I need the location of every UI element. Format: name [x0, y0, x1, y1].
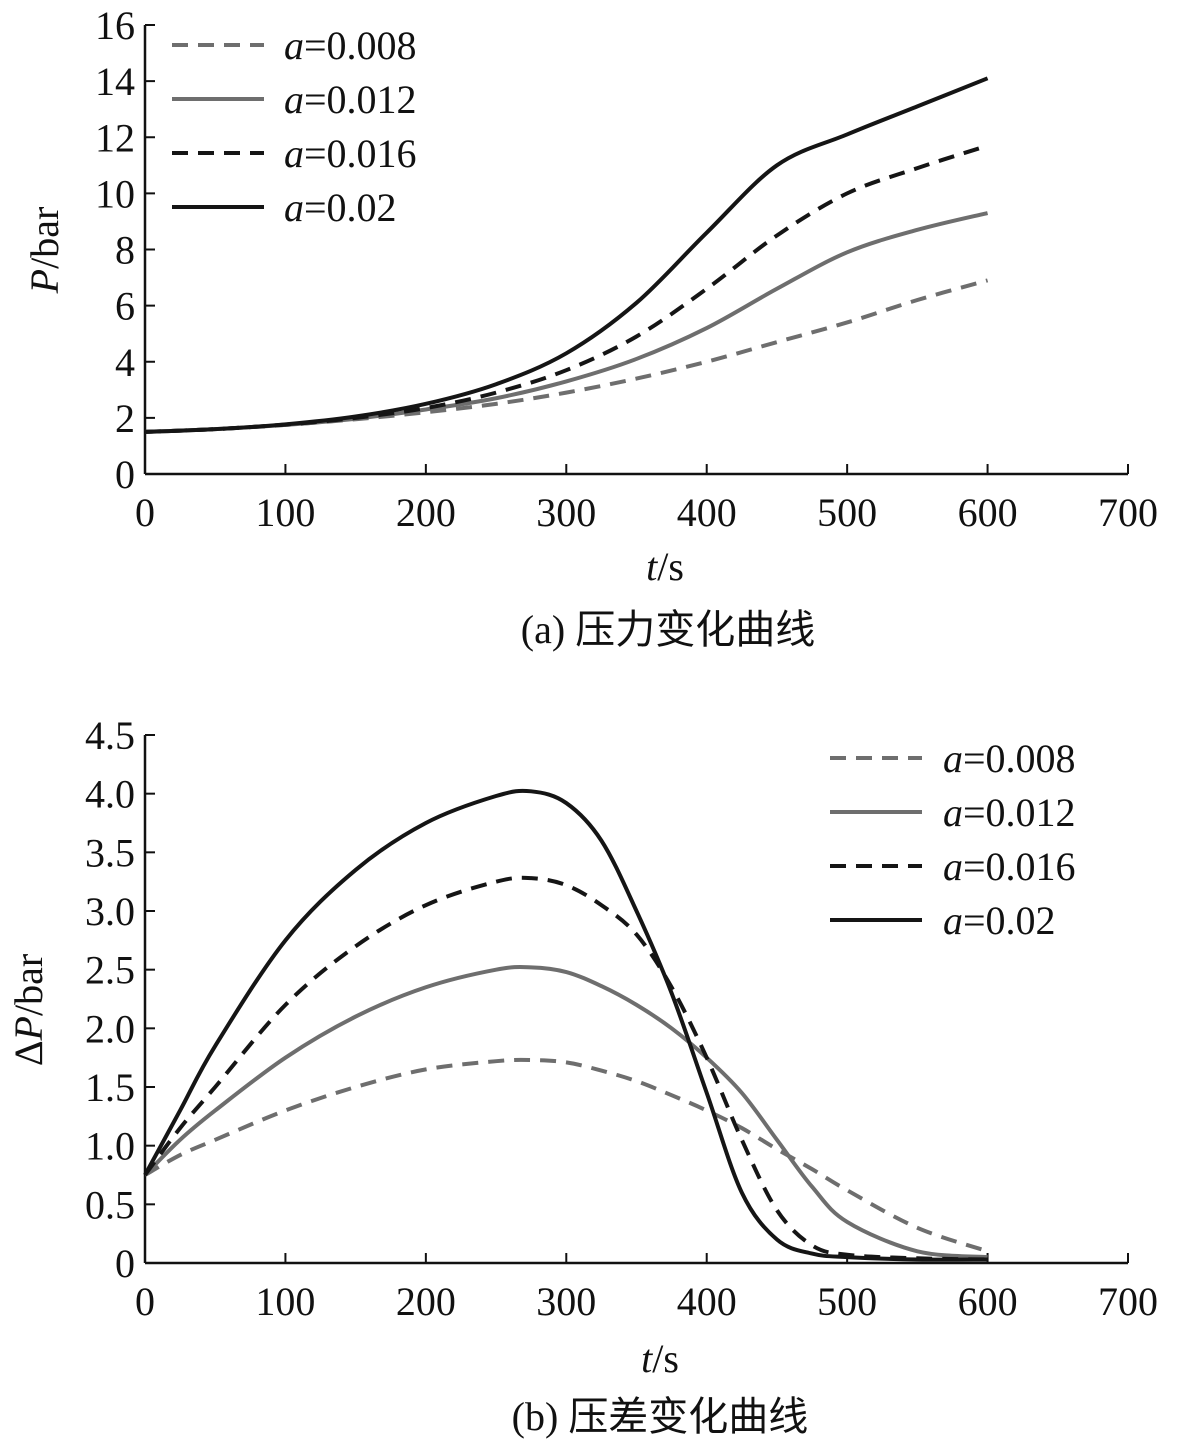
- x-tick-label: 100: [255, 1279, 315, 1324]
- y-tick-label: 6: [115, 284, 135, 329]
- y-tick-label: 8: [115, 228, 135, 273]
- y-tick-label: 0: [115, 452, 135, 497]
- x-tick-label: 300: [536, 490, 596, 535]
- legend-label: a=0.016: [284, 131, 417, 176]
- x-tick-label: 500: [817, 1279, 877, 1324]
- x-tick-label: 400: [677, 1279, 737, 1324]
- x-axis-label-a: t/s: [646, 544, 684, 589]
- series-group-a: [144, 76, 989, 434]
- y-tick-label: 16: [95, 3, 135, 48]
- legend-a: a=0.008 a=0.012 a=0.016 a=0.02: [172, 23, 417, 230]
- y-tick-label: 1.0: [85, 1124, 135, 1169]
- y-ticks-b: 0 0.5 1.0 1.5 2.0 2.5 3.0 3.5 4.0 4.5: [85, 713, 155, 1286]
- y-axis-label-b: ΔP/bar: [6, 954, 51, 1066]
- legend-label: a=0.012: [943, 790, 1076, 835]
- legend-label: a=0.012: [284, 77, 417, 122]
- series-line-a-0.02: [143, 788, 988, 1262]
- legend-label: a=0.008: [284, 23, 417, 68]
- legend-b: a=0.008 a=0.012 a=0.016 a=0.02: [830, 736, 1076, 943]
- series-line-a-0.012: [144, 211, 989, 434]
- y-tick-label: 0.5: [85, 1182, 135, 1227]
- y-tick-label: 1.5: [85, 1065, 135, 1110]
- x-tick-label: 200: [396, 1279, 456, 1324]
- x-tick-label: 0: [135, 1279, 155, 1324]
- y-ticks-a: 0 2 4 6 8 10 12 14 16: [95, 3, 155, 497]
- legend-label: a=0.016: [943, 844, 1076, 889]
- x-ticks-a: 0 100 200 300 400 500 600 700: [135, 464, 1158, 535]
- x-ticks-b: 0 100 200 300 400 500 600 700: [135, 1253, 1158, 1324]
- y-tick-label: 2: [115, 396, 135, 441]
- y-tick-label: 2.5: [85, 948, 135, 993]
- y-tick-label: 3.0: [85, 889, 135, 934]
- x-axis-label-b: t/s: [641, 1336, 679, 1381]
- x-tick-label: 0: [135, 490, 155, 535]
- y-tick-label: 14: [95, 59, 135, 104]
- series-line-a-0.016: [143, 875, 988, 1262]
- x-tick-label: 700: [1098, 490, 1158, 535]
- x-tick-label: 600: [958, 490, 1018, 535]
- y-tick-label: 4.5: [85, 713, 135, 758]
- series-line-a-0.008: [144, 278, 989, 434]
- caption-b: (b) 压差变化曲线: [512, 1394, 809, 1439]
- x-tick-label: 500: [817, 490, 877, 535]
- x-tick-label: 700: [1098, 1279, 1158, 1324]
- y-tick-label: 3.5: [85, 830, 135, 875]
- chart-pressure: 0 2 4 6 8 10 12 14 16 0 100 200 300 400 500 600 700 a=0…: [22, 3, 1158, 652]
- y-tick-label: 10: [95, 171, 135, 216]
- y-tick-label: 4: [115, 340, 135, 385]
- series-line-a-0.016: [144, 143, 989, 434]
- legend-label: a=0.02: [943, 898, 1056, 943]
- series-group-b: [143, 788, 989, 1262]
- series-line-a-0.02: [144, 76, 989, 434]
- caption-a: (a) 压力变化曲线: [521, 607, 815, 652]
- y-tick-label: 4.0: [85, 772, 135, 817]
- chart-pressure-difference: 0 0.5 1.0 1.5 2.0 2.5 3.0 3.5 4.0 4.5 0 100 200 300 4…: [6, 713, 1158, 1439]
- y-tick-label: 2.0: [85, 1006, 135, 1051]
- series-line-a-0.008: [144, 1057, 989, 1254]
- legend-label: a=0.02: [284, 185, 397, 230]
- x-tick-label: 600: [958, 1279, 1018, 1324]
- x-tick-label: 100: [255, 490, 315, 535]
- y-axis-label-a: P/bar: [22, 207, 67, 295]
- x-tick-label: 200: [396, 490, 456, 535]
- x-tick-label: 400: [677, 490, 737, 535]
- x-tick-label: 300: [536, 1279, 596, 1324]
- legend-label: a=0.008: [943, 736, 1076, 781]
- y-tick-label: 0: [115, 1241, 135, 1286]
- y-tick-label: 12: [95, 115, 135, 160]
- series-line-a-0.012: [143, 965, 988, 1260]
